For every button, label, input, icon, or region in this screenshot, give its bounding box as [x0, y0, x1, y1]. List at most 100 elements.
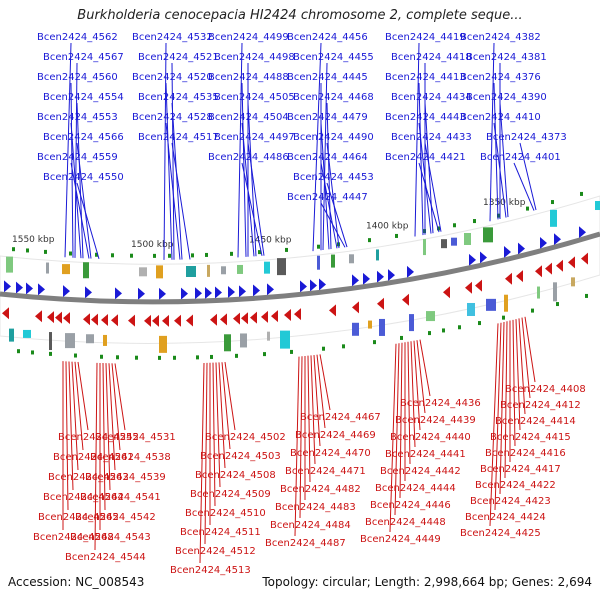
forward-gene-label[interactable]: Bcen2424_4453	[293, 172, 374, 183]
forward-gene-arrow[interactable]	[85, 286, 92, 299]
forward-gene-label[interactable]: Bcen2424_4479	[287, 112, 368, 123]
forward-gene-arrow[interactable]	[159, 287, 166, 300]
forward-gene-arrow[interactable]	[115, 287, 122, 300]
reverse-gene-arrow[interactable]	[144, 314, 151, 327]
reverse-gene-label[interactable]: Bcen2424_4513	[170, 565, 251, 576]
forward-gene-label[interactable]: Bcen2424_4410	[460, 112, 541, 123]
forward-gene-label[interactable]: Bcen2424_4419	[385, 32, 466, 43]
reverse-gene-arrow[interactable]	[402, 293, 409, 306]
reverse-gene-label[interactable]: Bcen2424_4568	[33, 532, 114, 543]
reverse-gene-label[interactable]: Bcen2424_4415	[490, 432, 571, 443]
reverse-gene-arrow[interactable]	[233, 312, 240, 325]
forward-gene-label[interactable]: Bcen2424_4562	[37, 32, 118, 43]
reverse-gene-label[interactable]: Bcen2424_4544	[65, 552, 146, 563]
reverse-gene-arrow[interactable]	[465, 281, 472, 294]
reverse-gene-label[interactable]: Bcen2424_4416	[485, 448, 566, 459]
forward-gene-arrow[interactable]	[363, 272, 370, 285]
forward-gene-label[interactable]: Bcen2424_4560	[37, 72, 118, 83]
reverse-gene-label[interactable]: Bcen2424_4422	[475, 480, 556, 491]
forward-gene-arrow[interactable]	[26, 282, 33, 295]
reverse-gene-arrow[interactable]	[128, 314, 135, 327]
reverse-gene-arrow[interactable]	[111, 314, 118, 327]
reverse-gene-arrow[interactable]	[174, 314, 181, 327]
forward-gene-arrow[interactable]	[310, 279, 317, 292]
reverse-gene-label[interactable]: Bcen2424_4555	[58, 432, 139, 443]
reverse-gene-label[interactable]: Bcen2424_4414	[495, 416, 576, 427]
reverse-gene-label[interactable]: Bcen2424_4448	[365, 517, 446, 528]
forward-gene-label[interactable]: Bcen2424_4413	[385, 72, 466, 83]
reverse-gene-arrow[interactable]	[284, 309, 291, 322]
reverse-gene-label[interactable]: Bcen2424_4483	[275, 502, 356, 513]
forward-gene-label[interactable]: Bcen2424_4373	[486, 132, 567, 143]
reverse-gene-label[interactable]: Bcen2424_4412	[500, 400, 581, 411]
forward-gene-arrow[interactable]	[377, 270, 384, 283]
reverse-gene-label[interactable]: Bcen2424_4439	[395, 415, 476, 426]
forward-gene-label[interactable]: Bcen2424_4456	[287, 32, 368, 43]
forward-gene-label[interactable]: Bcen2424_4498	[214, 52, 295, 63]
reverse-gene-arrow[interactable]	[55, 311, 62, 324]
forward-gene-arrow[interactable]	[518, 242, 525, 255]
reverse-gene-label[interactable]: Bcen2424_4564	[43, 492, 124, 503]
forward-gene-label[interactable]: Bcen2424_4421	[385, 152, 466, 163]
forward-gene-arrow[interactable]	[540, 236, 547, 249]
forward-gene-label[interactable]: Bcen2424_4553	[37, 112, 118, 123]
reverse-gene-arrow[interactable]	[475, 279, 482, 292]
reverse-gene-label[interactable]: Bcen2424_4539	[85, 472, 166, 483]
reverse-gene-label[interactable]: Bcen2424_4531	[95, 432, 176, 443]
reverse-gene-arrow[interactable]	[241, 312, 248, 325]
reverse-gene-label[interactable]: Bcen2424_4487	[265, 538, 346, 549]
forward-gene-label[interactable]: Bcen2424_4499	[208, 32, 289, 43]
forward-gene-label[interactable]: Bcen2424_4468	[293, 92, 374, 103]
reverse-gene-label[interactable]: Bcen2424_4502	[205, 432, 286, 443]
forward-gene-label[interactable]: Bcen2424_4504	[208, 112, 289, 123]
forward-gene-label[interactable]: Bcen2424_4381	[466, 52, 547, 63]
forward-gene-label[interactable]: Bcen2424_4497	[214, 132, 295, 143]
forward-gene-arrow[interactable]	[228, 285, 235, 298]
reverse-gene-arrow[interactable]	[329, 304, 336, 317]
reverse-gene-arrow[interactable]	[516, 270, 523, 283]
reverse-gene-arrow[interactable]	[101, 313, 108, 326]
reverse-gene-arrow[interactable]	[581, 252, 588, 265]
reverse-gene-arrow[interactable]	[186, 314, 193, 327]
reverse-gene-label[interactable]: Bcen2424_4543	[70, 532, 151, 543]
reverse-gene-arrow[interactable]	[47, 311, 54, 324]
reverse-gene-arrow[interactable]	[505, 272, 512, 285]
reverse-gene-arrow[interactable]	[250, 311, 257, 324]
reverse-gene-label[interactable]: Bcen2424_4467	[300, 412, 381, 423]
reverse-gene-label[interactable]: Bcen2424_4508	[195, 470, 276, 481]
reverse-gene-label[interactable]: Bcen2424_4509	[190, 489, 271, 500]
forward-gene-arrow[interactable]	[16, 281, 23, 294]
reverse-gene-label[interactable]: Bcen2424_4503	[200, 451, 281, 462]
forward-gene-arrow[interactable]	[319, 278, 326, 291]
forward-gene-arrow[interactable]	[63, 285, 70, 298]
forward-gene-label[interactable]: Bcen2424_4376	[460, 72, 541, 83]
reverse-gene-label[interactable]: Bcen2424_4561	[53, 452, 134, 463]
reverse-gene-label[interactable]: Bcen2424_4541	[80, 492, 161, 503]
forward-gene-label[interactable]: Bcen2424_4559	[37, 152, 118, 163]
reverse-gene-label[interactable]: Bcen2424_4408	[505, 384, 586, 395]
reverse-gene-label[interactable]: Bcen2424_4484	[270, 520, 351, 531]
reverse-gene-arrow[interactable]	[545, 262, 552, 275]
reverse-gene-arrow[interactable]	[535, 265, 542, 278]
forward-gene-label[interactable]: Bcen2424_4455	[293, 52, 374, 63]
forward-gene-label[interactable]: Bcen2424_4401	[480, 152, 561, 163]
reverse-gene-arrow[interactable]	[2, 307, 9, 320]
reverse-gene-label[interactable]: Bcen2424_4417	[480, 464, 561, 475]
reverse-gene-arrow[interactable]	[443, 286, 450, 299]
forward-gene-label[interactable]: Bcen2424_4447	[287, 192, 368, 203]
reverse-gene-label[interactable]: Bcen2424_4449	[360, 534, 441, 545]
forward-gene-arrow[interactable]	[504, 245, 511, 258]
forward-gene-arrow[interactable]	[469, 253, 476, 266]
reverse-gene-arrow[interactable]	[83, 313, 90, 326]
forward-gene-arrow[interactable]	[38, 283, 45, 296]
forward-gene-arrow[interactable]	[480, 251, 487, 264]
reverse-gene-arrow[interactable]	[352, 301, 359, 314]
reverse-gene-arrow[interactable]	[220, 313, 227, 326]
forward-gene-label[interactable]: Bcen2424_4433	[391, 132, 472, 143]
forward-gene-arrow[interactable]	[181, 287, 188, 300]
reverse-gene-arrow[interactable]	[162, 314, 169, 327]
reverse-gene-label[interactable]: Bcen2424_4440	[390, 432, 471, 443]
reverse-gene-arrow[interactable]	[261, 310, 268, 323]
forward-gene-arrow[interactable]	[554, 233, 561, 246]
forward-gene-label[interactable]: Bcen2424_4390	[466, 92, 547, 103]
